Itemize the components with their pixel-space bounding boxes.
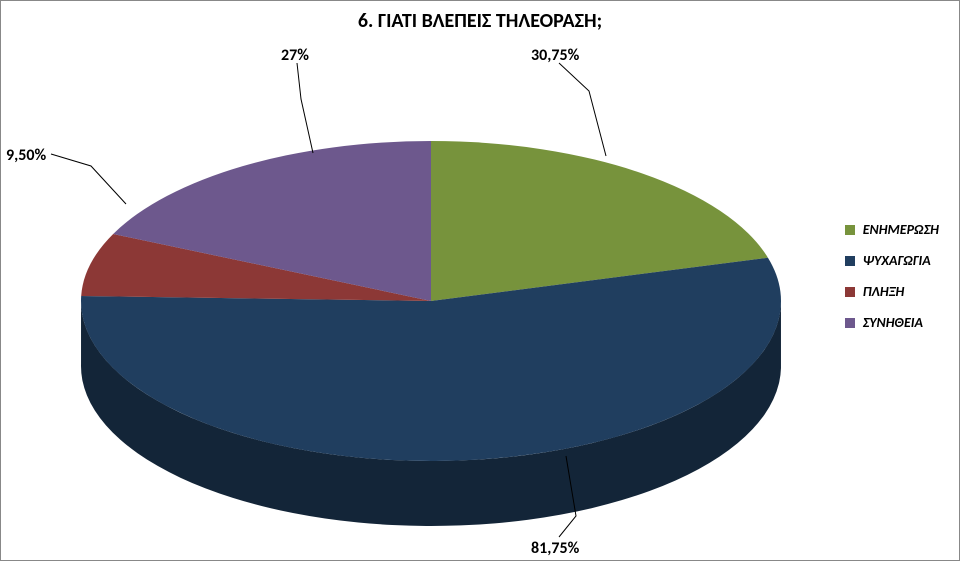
- legend-swatch-psychagogia: [845, 256, 855, 266]
- legend-item-synitheia: ΣΥΝΗΘΕΙΑ: [845, 314, 939, 331]
- leader-lines: [1, 1, 960, 561]
- legend-item-plixi: ΠΛΗΞΗ: [845, 283, 939, 300]
- legend-item-enimerosi: ΕΝΗΜΕΡΩΣΗ: [845, 221, 939, 238]
- legend-label-psychagogia: ΨΥΧΑΓΩΓΙΑ: [863, 252, 931, 269]
- leader-synitheia: [297, 63, 313, 153]
- callout-enimerosi: 30,75%: [531, 46, 579, 65]
- callout-synitheia: 27%: [281, 46, 309, 65]
- callout-plixi: 9,50%: [6, 146, 46, 165]
- legend-label-enimerosi: ΕΝΗΜΕΡΩΣΗ: [863, 221, 939, 238]
- callout-psychagogia: 81,75%: [531, 539, 579, 558]
- legend-label-synitheia: ΣΥΝΗΘΕΙΑ: [863, 314, 923, 331]
- leader-enimerosi: [559, 63, 606, 156]
- legend-label-plixi: ΠΛΗΞΗ: [863, 283, 905, 300]
- leader-plixi: [51, 154, 126, 204]
- chart-container: 6. ΓΙΑΤΙ ΒΛΕΠΕΙΣ ΤΗΛΕΟΡΑΣΗ; 30,75%81,75%…: [0, 0, 960, 561]
- legend-swatch-synitheia: [845, 318, 855, 328]
- legend-item-psychagogia: ΨΥΧΑΓΩΓΙΑ: [845, 252, 939, 269]
- legend-swatch-enimerosi: [845, 225, 855, 235]
- legend: ΕΝΗΜΕΡΩΣΗ ΨΥΧΑΓΩΓΙΑ ΠΛΗΞΗ ΣΥΝΗΘΕΙΑ: [845, 221, 939, 331]
- leader-psychagogia: [559, 456, 576, 537]
- legend-swatch-plixi: [845, 287, 855, 297]
